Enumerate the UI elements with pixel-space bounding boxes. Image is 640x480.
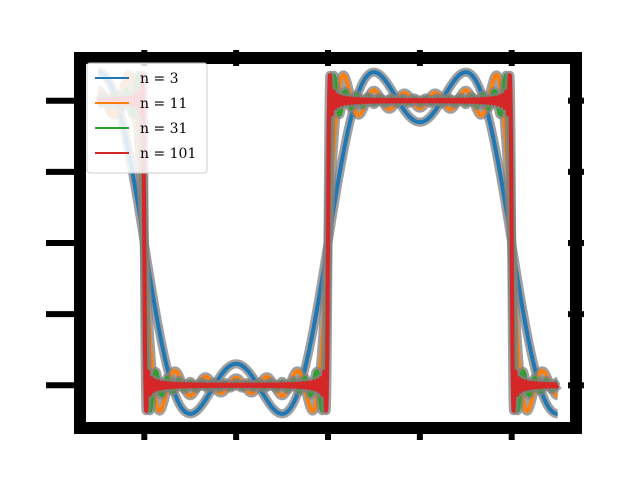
legend-box bbox=[86, 62, 208, 174]
series-line-3 bbox=[96, 73, 560, 413]
legend: n = 3 n = 11 n = 31 n = 101 bbox=[86, 62, 208, 174]
ticks-layer bbox=[46, 50, 584, 440]
legend-label-1: n = 11 bbox=[140, 96, 187, 112]
series-layer bbox=[94, 67, 562, 419]
legend-label-2: n = 31 bbox=[140, 121, 187, 137]
legend-label-0: n = 3 bbox=[140, 71, 179, 87]
legend-label-3: n = 101 bbox=[140, 146, 196, 162]
